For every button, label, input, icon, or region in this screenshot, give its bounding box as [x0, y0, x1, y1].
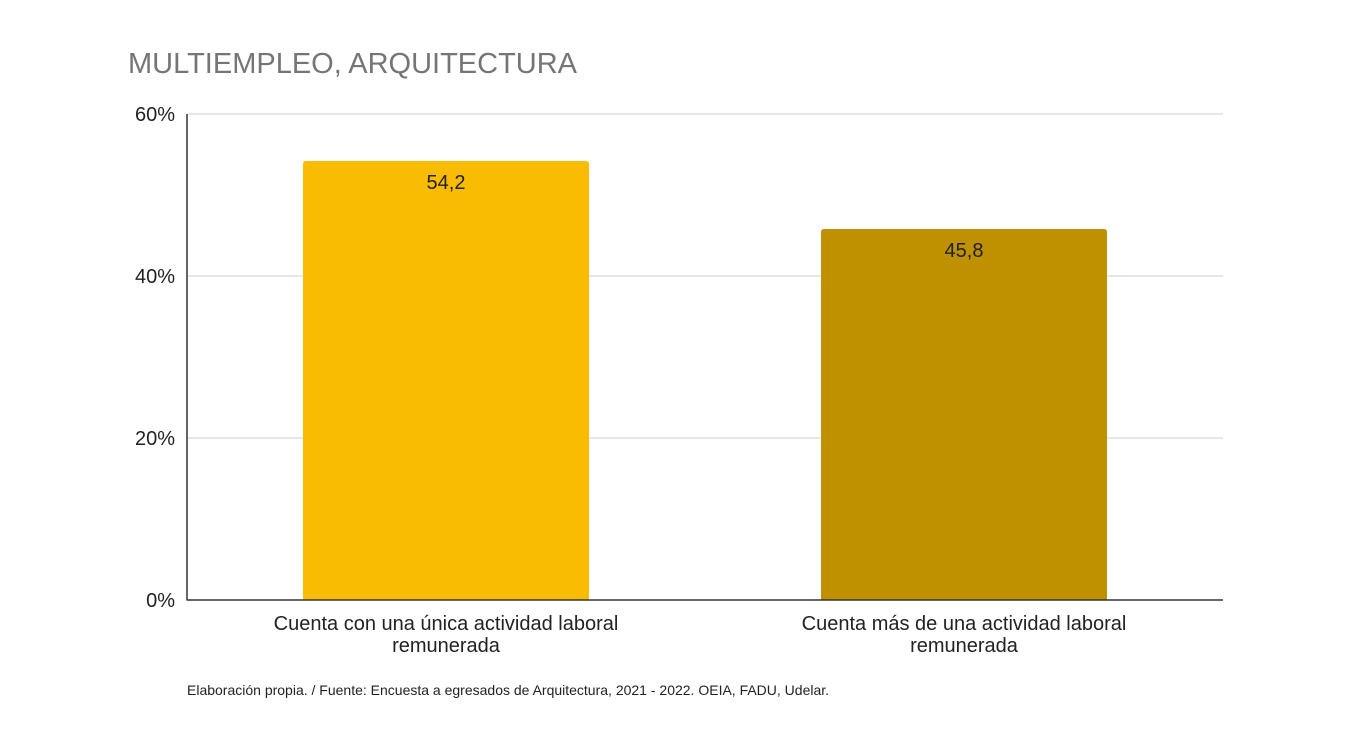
source-note: Elaboración propia. / Fuente: Encuesta a… — [187, 682, 829, 698]
category-label: Cuenta más de una actividad laboral — [802, 613, 1127, 635]
axes — [186, 114, 1223, 601]
data-label: 45,8 — [945, 240, 984, 262]
category-label: remunerada — [392, 635, 501, 657]
y-tick-label: 20% — [135, 428, 175, 450]
y-tick-label: 60% — [135, 104, 175, 126]
category-label: remunerada — [910, 635, 1019, 657]
y-tick-label: 40% — [135, 266, 175, 288]
category-label: Cuenta con una única actividad laboral — [274, 613, 619, 635]
data-label: 54,2 — [427, 172, 466, 194]
bar — [821, 229, 1107, 600]
labels: 0% 20% 40% 60% 54,2 Cuenta con una única acti… — [135, 104, 1126, 657]
chart-title: MULTIEMPLEO, ARQUITECTURA — [128, 48, 578, 80]
y-tick-label: 0% — [146, 590, 175, 612]
bars — [303, 160, 1107, 601]
bar — [303, 160, 589, 601]
